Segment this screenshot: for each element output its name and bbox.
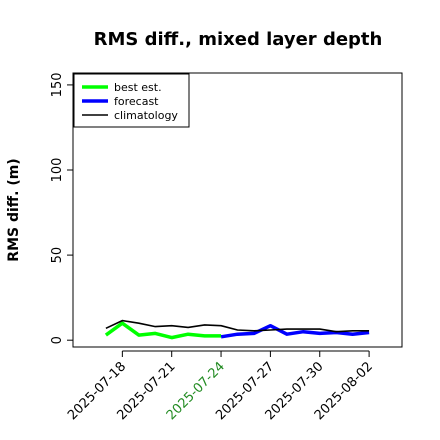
y-tick-label: 100 xyxy=(50,158,65,183)
series-line-best-est xyxy=(104,321,222,340)
series-line-forecast xyxy=(220,323,370,339)
y-tick-label: 0 xyxy=(50,336,65,344)
y-tick-label: 150 xyxy=(50,72,65,97)
plot-area xyxy=(104,319,370,340)
y-tick-label: 50 xyxy=(50,247,65,264)
legend-label: best est. xyxy=(114,81,162,94)
legend-label: climatology xyxy=(114,109,178,122)
series-line-climatology xyxy=(105,319,370,333)
y-axis-label: RMS diff. (m) xyxy=(6,158,22,261)
plot-frame xyxy=(72,72,403,348)
chart-title: RMS diff., mixed layer depth xyxy=(94,29,383,50)
legend-label: forecast xyxy=(114,95,159,108)
